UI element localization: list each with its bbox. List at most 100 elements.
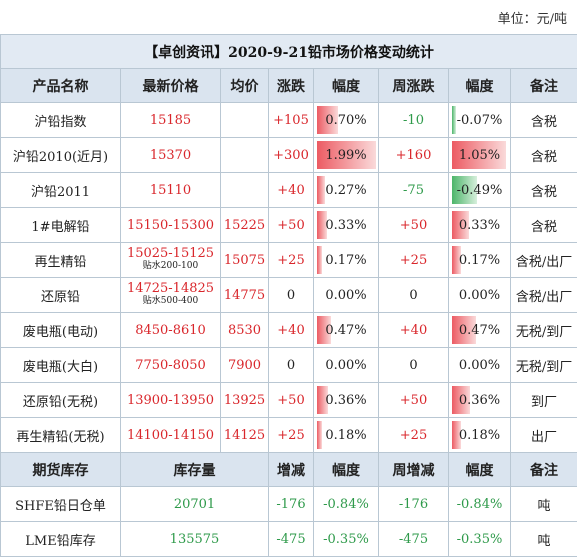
change-pct: 0.70%	[313, 102, 379, 138]
inventory-remark: 吨	[509, 486, 577, 522]
price-value: 15150-15300	[126, 217, 215, 233]
header-change-pct: 幅度	[313, 68, 379, 103]
avg-price: 8530	[220, 312, 269, 348]
header-futures-stock: 期货库存	[0, 452, 121, 487]
change-pct-text: 0.00%	[325, 287, 367, 303]
change-pct: 0.47%	[313, 312, 379, 348]
latest-price: 15110	[120, 172, 221, 208]
avg-price: 7900	[220, 347, 269, 383]
weekly-pct-text: 1.05%	[458, 147, 501, 163]
header-weekly-change: 周涨跌	[378, 68, 449, 103]
change: +50	[268, 382, 314, 418]
weekly-pct-text: -0.49%	[456, 182, 503, 198]
price-value: 8450-8610	[135, 322, 206, 338]
weekly-change: +40	[378, 312, 449, 348]
price-table: 【卓创资讯】2020-9-21铅市场价格变动统计 产品名称 最新价格 均价 涨跌…	[0, 34, 577, 557]
inventory-pct: -0.35%	[313, 521, 379, 557]
change-pct-text: 1.99%	[325, 147, 367, 163]
inventory-weekly-pct: -0.84%	[448, 486, 511, 522]
weekly-change: -10	[378, 102, 449, 138]
header-stock-weekly-pct: 幅度	[448, 452, 511, 487]
weekly-pct: 0.18%	[448, 417, 511, 453]
weekly-pct-bar	[452, 106, 456, 134]
remark: 无税/到厂	[509, 347, 577, 383]
table-row: 沪铅指数 15185 +105 0.70% -10 -0.07% 含税	[0, 102, 577, 138]
product-name: 沪铅2010(近月)	[0, 137, 121, 173]
weekly-pct-text: 0.00%	[458, 357, 501, 373]
latest-price: 14100-14150	[120, 417, 221, 453]
table-row: 沪铅2010(近月) 15370 +300 1.99% +160 1.05% 含税	[0, 137, 577, 173]
table-title-row: 【卓创资讯】2020-9-21铅市场价格变动统计	[0, 34, 577, 69]
inventory-row: SHFE铅日仓单 20701 -176 -0.84% -176 -0.84% 吨	[0, 486, 577, 522]
change-pct-bar	[317, 141, 376, 169]
product-name: 再生精铅(无税)	[0, 417, 121, 453]
change: +40	[268, 312, 314, 348]
product-name: 沪铅指数	[0, 102, 121, 138]
price-note: 贴水500-400	[142, 296, 199, 306]
table-row: 废电瓶(大白) 7750-8050 7900 0 0.00% 0 0.00% 无税/到厂	[0, 347, 577, 383]
remark: 无税/到厂	[509, 312, 577, 348]
price-value: 15185	[149, 112, 192, 128]
inventory-header-row: 期货库存 库存量 增减 幅度 周增减 幅度 备注	[0, 452, 577, 487]
header-stock-pct: 幅度	[313, 452, 379, 487]
change: +105	[268, 102, 314, 138]
change-pct-text: 0.70%	[325, 112, 367, 128]
product-name: 1#电解铅	[0, 207, 121, 243]
price-value: 7750-8050	[135, 357, 206, 373]
change-pct-text: 0.17%	[325, 252, 367, 268]
inventory-change: -475	[268, 521, 314, 557]
change-pct-bar	[317, 316, 331, 344]
avg-price	[220, 102, 269, 138]
weekly-pct: 0.36%	[448, 382, 511, 418]
inventory-weekly-change: -475	[378, 521, 449, 557]
change-pct: 1.99%	[313, 137, 379, 173]
inventory-remark: 吨	[509, 521, 577, 557]
weekly-pct: -0.49%	[448, 172, 511, 208]
latest-price: 15370	[120, 137, 221, 173]
change: +25	[268, 242, 314, 278]
header-remark: 备注	[509, 68, 577, 103]
change-pct-bar	[317, 421, 323, 449]
remark: 含税	[509, 102, 577, 138]
change-pct: 0.18%	[313, 417, 379, 453]
change-pct-text: 0.33%	[325, 217, 367, 233]
weekly-change: +25	[378, 417, 449, 453]
product-name: 还原铅(无税)	[0, 382, 121, 418]
change-pct: 0.36%	[313, 382, 379, 418]
weekly-change: +50	[378, 207, 449, 243]
weekly-pct: 0.17%	[448, 242, 511, 278]
inventory-weekly-change: -176	[378, 486, 449, 522]
change-pct: 0.27%	[313, 172, 379, 208]
avg-price: 15075	[220, 242, 269, 278]
weekly-pct-text: 0.36%	[458, 392, 501, 408]
change: +50	[268, 207, 314, 243]
weekly-change: +50	[378, 382, 449, 418]
change-pct: 0.33%	[313, 207, 379, 243]
change-pct-bar	[317, 176, 325, 204]
change-pct-text: 0.00%	[325, 357, 367, 373]
header-weekly-pct: 幅度	[448, 68, 511, 103]
price-value: 13900-13950	[126, 392, 215, 408]
change-pct-bar	[317, 211, 327, 239]
price-note: 贴水200-100	[142, 261, 199, 271]
latest-price: 14725-14825 贴水500-400	[120, 277, 221, 313]
header-product: 产品名称	[0, 68, 121, 103]
change: 0	[268, 277, 314, 313]
table-row: 还原铅(无税) 13900-13950 13925 +50 0.36% +50 0.36% 到…	[0, 382, 577, 418]
change-pct: 0.00%	[313, 347, 379, 383]
unit-label: 单位：元/吨	[497, 12, 567, 27]
product-name: 废电瓶(电动)	[0, 312, 121, 348]
price-stack: 15025-15125 贴水200-100	[122, 247, 220, 273]
remark: 含税	[509, 137, 577, 173]
remark: 含税	[509, 172, 577, 208]
change-pct-bar	[317, 386, 328, 414]
weekly-pct: 0.33%	[448, 207, 511, 243]
avg-price: 14775	[220, 277, 269, 313]
table-header-row: 产品名称 最新价格 均价 涨跌 幅度 周涨跌 幅度 备注	[0, 68, 577, 103]
avg-price: 15225	[220, 207, 269, 243]
remark: 出厂	[509, 417, 577, 453]
price-value: 15370	[149, 147, 192, 163]
price-value: 14100-14150	[126, 427, 215, 443]
product-name: 废电瓶(大白)	[0, 347, 121, 383]
remark: 含税/出厂	[509, 277, 577, 313]
